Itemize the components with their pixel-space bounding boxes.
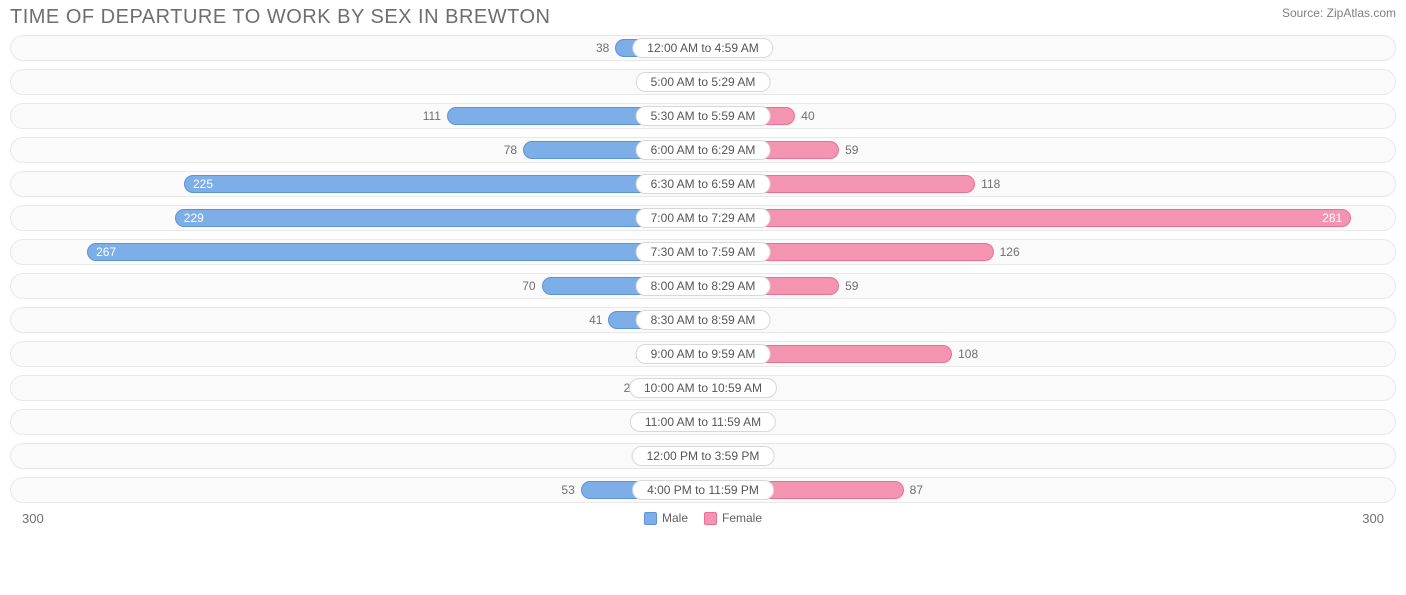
category-pill: 6:30 AM to 6:59 AM [636, 174, 771, 194]
legend-swatch-female [704, 512, 717, 525]
female-value-label: 281 [1322, 211, 1342, 225]
category-pill: 10:00 AM to 10:59 AM [629, 378, 777, 398]
category-pill: 12:00 AM to 4:59 AM [632, 38, 773, 58]
male-value-label: 53 [555, 483, 580, 497]
category-pill: 12:00 PM to 3:59 PM [632, 446, 775, 466]
category-pill: 8:30 AM to 8:59 AM [636, 310, 771, 330]
female-value-label: 118 [975, 177, 1006, 191]
legend-label-male: Male [662, 511, 688, 525]
chart-source: Source: ZipAtlas.com [1282, 6, 1396, 20]
female-value-label: 126 [994, 245, 1026, 259]
male-bar: 229 [175, 209, 703, 227]
category-pill: 7:00 AM to 7:29 AM [636, 208, 771, 228]
male-bar: 225 [184, 175, 703, 193]
bar-row: 01712:00 PM to 3:59 PM [10, 443, 1396, 469]
bar-row: 70 59 8:00 AM to 8:29 AM [10, 273, 1396, 299]
category-pill: 9:00 AM to 9:59 AM [636, 344, 771, 364]
category-pill: 5:00 AM to 5:29 AM [636, 72, 771, 92]
female-value-label: 59 [839, 143, 864, 157]
axis-left-max: 300 [22, 511, 44, 526]
chart-axis: 300 Male Female 300 [10, 511, 1396, 526]
female-value-label: 87 [904, 483, 929, 497]
male-value-label: 70 [516, 279, 541, 293]
male-value-label: 41 [583, 313, 608, 327]
female-value-label: 59 [839, 279, 864, 293]
legend-male: Male [644, 511, 688, 525]
category-pill: 4:00 PM to 11:59 PM [632, 480, 774, 500]
legend-swatch-male [644, 512, 657, 525]
category-pill: 8:00 AM to 8:29 AM [636, 276, 771, 296]
chart-legend: Male Female [644, 511, 762, 525]
male-value-label: 38 [590, 41, 615, 55]
axis-right-max: 300 [1362, 511, 1384, 526]
category-pill: 5:30 AM to 5:59 AM [636, 106, 771, 126]
male-value-label: 225 [193, 177, 213, 191]
bar-row: 78 59 6:00 AM to 6:29 AM [10, 137, 1396, 163]
bar-row: 4108:30 AM to 8:59 AM [10, 307, 1396, 333]
male-value-label: 78 [498, 143, 523, 157]
bar-row: 53 87 4:00 PM to 11:59 PM [10, 477, 1396, 503]
female-value-label: 40 [795, 109, 820, 123]
bar-row: 382012:00 AM to 4:59 AM [10, 35, 1396, 61]
legend-label-female: Female [722, 511, 762, 525]
bar-row: 211089:00 AM to 9:59 AM [10, 341, 1396, 367]
category-pill: 7:30 AM to 7:59 AM [636, 242, 771, 262]
bar-row: 111511:00 AM to 11:59 AM [10, 409, 1396, 435]
bar-row: 267 126 7:30 AM to 7:59 AM [10, 239, 1396, 265]
female-value-label: 108 [952, 347, 984, 361]
bar-row: 229 281 7:00 AM to 7:29 AM [10, 205, 1396, 231]
male-bar: 267 [87, 243, 703, 261]
male-value-label: 267 [96, 245, 116, 259]
bar-row: 225 118 6:30 AM to 6:59 AM [10, 171, 1396, 197]
bar-row: 111 40 5:30 AM to 5:59 AM [10, 103, 1396, 129]
female-bar: 281 [703, 209, 1351, 227]
category-pill: 6:00 AM to 6:29 AM [636, 140, 771, 160]
male-value-label: 229 [184, 211, 204, 225]
diverging-bar-chart: 382012:00 AM to 4:59 AM 1005:00 AM to 5:2… [10, 35, 1396, 503]
legend-female: Female [704, 511, 762, 525]
category-pill: 11:00 AM to 11:59 AM [630, 412, 776, 432]
male-value-label: 111 [417, 109, 447, 123]
chart-header: TIME OF DEPARTURE TO WORK BY SEX IN BREW… [10, 6, 1396, 29]
chart-title: TIME OF DEPARTURE TO WORK BY SEX IN BREW… [10, 6, 550, 29]
bar-row: 26010:00 AM to 10:59 AM [10, 375, 1396, 401]
bar-row: 1005:00 AM to 5:29 AM [10, 69, 1396, 95]
